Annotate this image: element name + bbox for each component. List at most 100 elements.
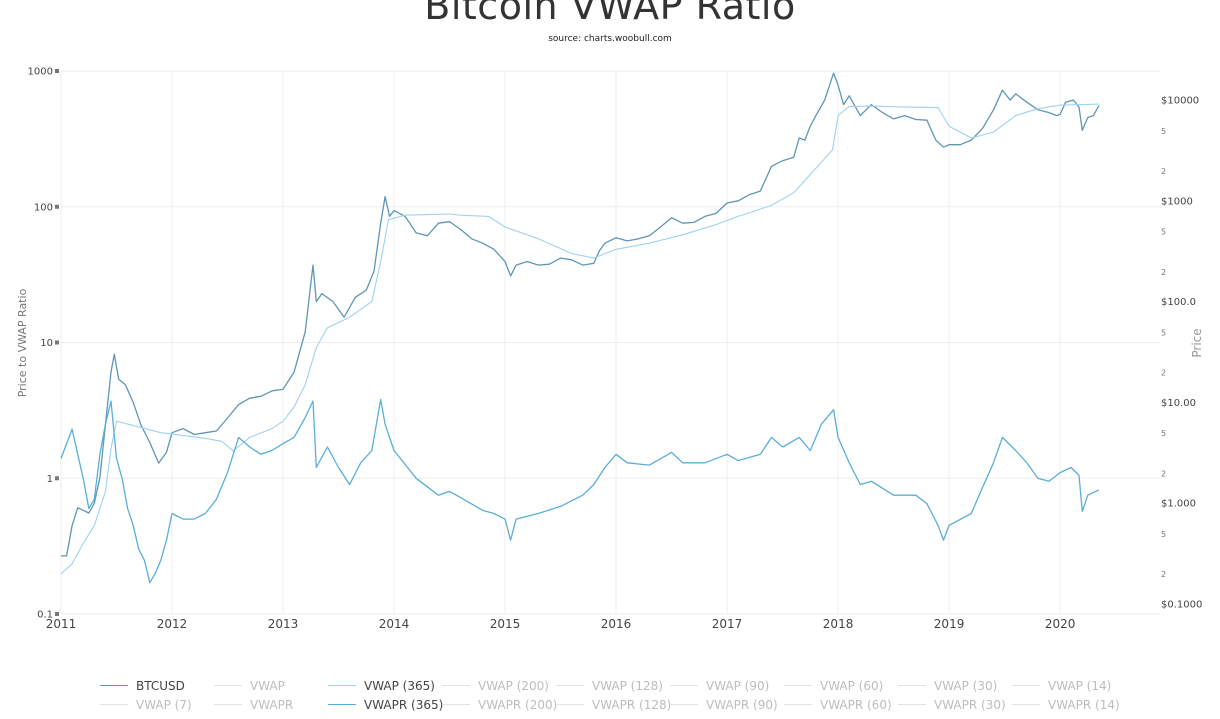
legend-item-vwap-14[interactable]: VWAP (14): [1012, 676, 1111, 695]
legend-label: VWAPR (365): [364, 697, 444, 712]
legend-swatch: [442, 704, 470, 705]
legend-item-vwapr-90[interactable]: VWAPR (90): [670, 695, 778, 714]
y-right-tick-label: $10000: [1161, 96, 1199, 107]
legend-swatch: [328, 704, 356, 705]
legend-swatch: [556, 704, 584, 705]
legend-swatch: [1012, 704, 1040, 705]
y-left-tick-label: 100: [34, 202, 53, 213]
legend-label: VWAPR (128): [592, 697, 672, 712]
legend-label: VWAPR: [250, 697, 294, 712]
legend-swatch: [100, 704, 128, 705]
legend-label: VWAP (14): [1048, 678, 1112, 693]
legend-swatch: [100, 685, 128, 686]
legend-item-vwap-200[interactable]: VWAP (200): [442, 676, 549, 695]
legend-label: VWAPR (90): [706, 697, 778, 712]
legend-item-vwapr-200[interactable]: VWAPR (200): [442, 695, 557, 714]
y-right-tick-label: 5: [1161, 530, 1166, 539]
legend-label: VWAP (60): [820, 678, 884, 693]
legend-swatch: [670, 704, 698, 705]
legend-swatch: [214, 704, 242, 705]
left-y-axis-ticks: 0.1 1 10 100 1000: [28, 67, 59, 621]
legend-swatch: [442, 685, 470, 686]
x-tick-label: 2013: [268, 617, 299, 631]
series-lines: [60, 72, 1100, 584]
legend-item-vwap-128[interactable]: VWAP (128): [556, 676, 663, 695]
y-right-tick-label: 2: [1161, 268, 1166, 277]
legend-label: VWAPR (200): [478, 697, 558, 712]
legend-item-vwapr-60[interactable]: VWAPR (60): [784, 695, 892, 714]
y-right-tick-label: 5: [1161, 228, 1166, 237]
y-right-tick-label: 5: [1161, 429, 1166, 438]
y-right-tick-label: $100.0: [1161, 297, 1196, 308]
y-left-tick-mark: [55, 612, 59, 616]
y-left-tick-mark: [55, 204, 59, 209]
y-right-tick-label: 2: [1161, 570, 1166, 579]
series-line-vwapr-365: [60, 398, 1100, 584]
legend-item-vwapr-365[interactable]: VWAPR (365): [328, 695, 443, 714]
y-right-tick-label: 2: [1161, 167, 1166, 176]
chart-legend: BTCUSD VWAP VWAP (365) VWAP (200) VWAP (128)…: [100, 676, 1180, 714]
chart-subtitle: source: charts.woobull.com: [548, 34, 672, 44]
legend-label: VWAP (7): [136, 697, 192, 712]
series-line-vwap-365: [60, 103, 1099, 575]
legend-item-vwapr-30[interactable]: VWAPR (30): [898, 695, 1006, 714]
legend-item-vwap-7[interactable]: VWAP (7): [100, 695, 192, 714]
legend-item-vwapr[interactable]: VWAPR: [214, 695, 293, 714]
y-left-tick-mark: [55, 69, 59, 73]
legend-item-vwap[interactable]: VWAP: [214, 676, 285, 695]
legend-swatch: [784, 704, 812, 705]
legend-swatch: [784, 685, 812, 686]
legend-item-vwap-60[interactable]: VWAP (60): [784, 676, 883, 695]
y-left-tick-label: 1: [47, 474, 53, 485]
y-left-tick-label: 1000: [28, 67, 53, 78]
legend-item-vwapr-128[interactable]: VWAPR (128): [556, 695, 671, 714]
legend-label: VWAP: [250, 678, 285, 693]
legend-item-vwap-365[interactable]: VWAP (365): [328, 676, 435, 695]
series-line-btcusd: [61, 72, 1100, 557]
left-axis-label: Price to VWAP Ratio: [16, 288, 29, 397]
x-tick-label: 2012: [157, 617, 188, 631]
legend-swatch: [556, 685, 584, 686]
legend-swatch: [214, 685, 242, 686]
x-tick-label: 2015: [490, 617, 521, 631]
y-left-tick-mark: [55, 340, 59, 345]
y-right-tick-label: $1.000: [1161, 499, 1196, 510]
y-right-tick-label: 5: [1161, 127, 1166, 136]
y-left-tick-mark: [55, 476, 59, 481]
legend-label: VWAP (128): [592, 678, 663, 693]
y-right-tick-label: 5: [1161, 328, 1166, 337]
legend-label: BTCUSD: [136, 678, 185, 693]
x-tick-label: 2017: [712, 617, 743, 631]
legend-swatch: [328, 685, 356, 686]
x-tick-label: 2011: [46, 617, 77, 631]
legend-item-btcusd[interactable]: BTCUSD: [100, 676, 185, 695]
legend-swatch: [898, 685, 926, 686]
grid-lines: [60, 70, 1160, 615]
y-left-tick-label: 10: [40, 338, 53, 349]
legend-label: VWAPR (14): [1048, 697, 1120, 712]
x-axis-ticks: 2011 2012 2013 2014 2015 2016 2017 2018 2019 2020: [46, 617, 1076, 631]
legend-item-vwap-90[interactable]: VWAP (90): [670, 676, 769, 695]
y-left-tick-label: 0.1: [37, 610, 53, 621]
legend-item-vwapr-14[interactable]: VWAPR (14): [1012, 695, 1120, 714]
legend-item-vwap-30[interactable]: VWAP (30): [898, 676, 997, 695]
chart-title: Bitcoin VWAP Ratio: [424, 0, 796, 28]
legend-label: VWAPR (60): [820, 697, 892, 712]
y-right-tick-label: 2: [1161, 469, 1166, 478]
legend-row: VWAP (7) VWAPR VWAPR (365) VWAPR (200) VWAPR…: [100, 695, 1180, 714]
x-tick-label: 2018: [823, 617, 854, 631]
legend-swatch: [670, 685, 698, 686]
legend-row: BTCUSD VWAP VWAP (365) VWAP (200) VWAP (128)…: [100, 676, 1180, 695]
vwap-ratio-chart: 2011 2012 2013 2014 2015 2016 2017 2018 2019 2020…: [16, 67, 1204, 632]
legend-label: VWAP (365): [364, 678, 435, 693]
x-tick-label: 2020: [1045, 617, 1076, 631]
x-tick-label: 2014: [379, 617, 410, 631]
legend-swatch: [1012, 685, 1040, 686]
x-tick-label: 2016: [601, 617, 632, 631]
legend-label: VWAP (200): [478, 678, 549, 693]
legend-label: VWAP (90): [706, 678, 770, 693]
legend-label: VWAP (30): [934, 678, 998, 693]
legend-swatch: [898, 704, 926, 705]
y-right-tick-label: $0.1000: [1161, 600, 1202, 611]
x-tick-label: 2019: [934, 617, 965, 631]
